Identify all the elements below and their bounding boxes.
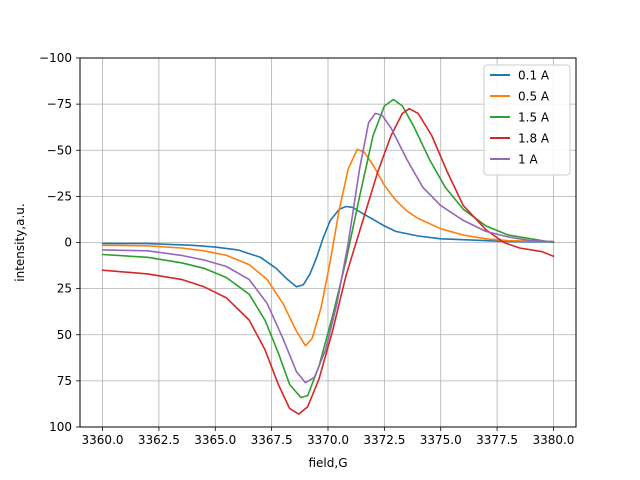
y-tick-label: −100 <box>39 51 72 65</box>
x-tick-label: 3377.5 <box>476 433 518 447</box>
y-axis-label: intensity,a.u. <box>13 203 27 281</box>
x-axis-label: field,G <box>308 456 347 470</box>
y-tick-label: 75 <box>57 374 72 388</box>
x-tick-label: 3365.0 <box>194 433 236 447</box>
legend: 0.1 A 0.5 A 1.5 A 1.8 A 1 A <box>483 64 571 176</box>
x-tick-label: 3362.5 <box>138 433 180 447</box>
legend-label: 1.5 A <box>518 111 550 125</box>
y-axis-ticks: −100 −75 −50 −25 0 25 50 75 100 <box>39 51 80 434</box>
series-line-4 <box>101 107 555 415</box>
x-tick-label: 3372.5 <box>363 433 405 447</box>
series-line-1 <box>101 205 555 288</box>
series-line-5 <box>101 112 555 384</box>
legend-label: 1.8 A <box>518 132 550 146</box>
y-tick-label: 50 <box>57 328 72 342</box>
y-tick-label: 0 <box>64 236 72 250</box>
legend-label: 1 A <box>518 153 538 167</box>
legend-label: 0.1 A <box>518 69 550 83</box>
y-tick-label: 25 <box>57 282 72 296</box>
legend-label: 0.5 A <box>518 90 550 104</box>
legend-box <box>483 64 571 176</box>
y-tick-label: 100 <box>49 420 72 434</box>
y-tick-label: −75 <box>47 97 72 111</box>
x-tick-label: 3375.0 <box>420 433 462 447</box>
plot-lines <box>101 98 555 415</box>
series-line-3 <box>101 98 555 399</box>
y-tick-label: −25 <box>47 189 72 203</box>
x-tick-label: 3360.0 <box>82 433 124 447</box>
x-tick-label: 3380.0 <box>532 433 574 447</box>
series-line-2 <box>101 148 555 347</box>
x-tick-label: 3367.5 <box>251 433 293 447</box>
x-axis-ticks: 3360.0 3362.5 3365.0 3367.5 3370.0 3372.5 3375… <box>82 427 574 447</box>
x-tick-label: 3370.0 <box>307 433 349 447</box>
y-tick-label: −50 <box>47 143 72 157</box>
